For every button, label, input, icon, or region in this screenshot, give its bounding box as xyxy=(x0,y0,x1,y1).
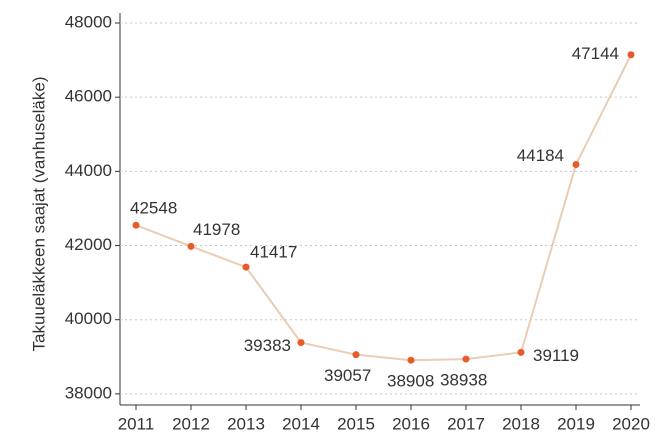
y-tick-label: 40000 xyxy=(65,309,112,328)
y-tick-label: 44000 xyxy=(65,161,112,180)
point xyxy=(462,355,470,363)
x-tick-label: 2020 xyxy=(612,414,650,433)
point xyxy=(242,263,250,271)
point xyxy=(627,51,635,59)
point xyxy=(572,161,580,169)
y-tick-label: 48000 xyxy=(65,12,112,31)
point xyxy=(297,339,305,347)
y-tick-label: 38000 xyxy=(65,383,112,402)
x-tick-label: 2011 xyxy=(118,414,155,433)
line xyxy=(135,54,632,362)
x-tick-label: 2019 xyxy=(557,414,595,433)
data-label: 39383 xyxy=(244,336,291,355)
data-label: 38908 xyxy=(387,372,434,391)
x-tick-label: 2017 xyxy=(447,414,485,433)
data-label: 41417 xyxy=(250,243,297,262)
y-tick-label: 42000 xyxy=(65,235,112,254)
data-label: 38938 xyxy=(440,371,487,390)
x-tick-label: 2018 xyxy=(502,414,540,433)
data-label: 39119 xyxy=(533,346,579,365)
y-axis-label: Takuueläkkeen saajat (vanhuseläke) xyxy=(29,76,48,351)
data-label: 47144 xyxy=(572,44,619,63)
data-label: 42548 xyxy=(130,199,177,218)
point xyxy=(517,348,525,356)
x-tick-label: 2014 xyxy=(282,414,320,433)
x-tick-label: 2015 xyxy=(337,414,375,433)
point xyxy=(132,221,140,229)
data-label: 41978 xyxy=(193,220,240,239)
point xyxy=(407,356,415,364)
x-tick-label: 2016 xyxy=(392,414,430,433)
x-tick-label: 2012 xyxy=(172,414,210,433)
x-tick-label: 2013 xyxy=(227,414,265,433)
y-tick-label: 46000 xyxy=(65,87,112,106)
point xyxy=(187,242,195,250)
point xyxy=(352,351,360,359)
data-label: 44184 xyxy=(517,146,564,165)
data-label: 39057 xyxy=(324,366,371,385)
